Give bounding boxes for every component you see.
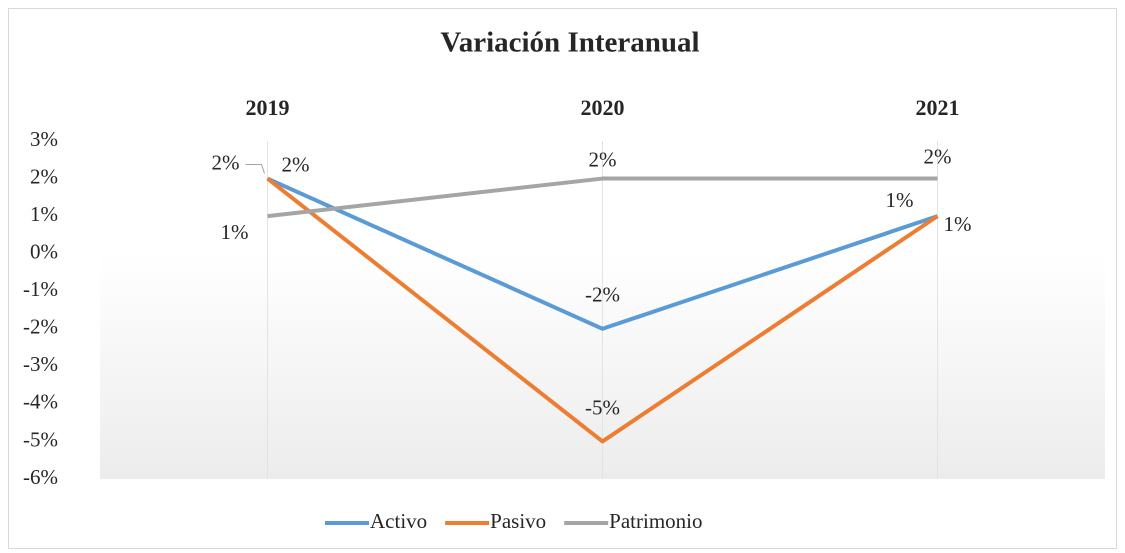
data-label: 1% bbox=[886, 188, 914, 212]
x-tick-label: 2021 bbox=[916, 95, 960, 120]
y-tick-label: -3% bbox=[23, 352, 58, 376]
data-label: 1% bbox=[944, 212, 972, 236]
data-label: 2% bbox=[212, 150, 240, 174]
legend-label: Patrimonio bbox=[609, 509, 702, 533]
line-series bbox=[266, 176, 939, 444]
y-tick-label: 2% bbox=[30, 164, 58, 188]
leader-line bbox=[245, 164, 265, 174]
data-label: 2% bbox=[924, 144, 952, 168]
x-tick-label: 2020 bbox=[581, 95, 625, 120]
y-tick-label: 3% bbox=[30, 127, 58, 151]
legend-label: Pasivo bbox=[490, 509, 546, 533]
line-series bbox=[267, 176, 938, 219]
data-label: 2% bbox=[589, 147, 617, 171]
chart-title: Variación Interanual bbox=[440, 27, 699, 59]
y-tick-label: -5% bbox=[23, 427, 58, 451]
legend-label: Activo bbox=[370, 509, 427, 533]
data-label: 2% bbox=[282, 152, 310, 176]
data-label: -2% bbox=[585, 283, 620, 307]
data-label: 1% bbox=[221, 220, 249, 244]
x-tick-label: 2019 bbox=[246, 95, 290, 120]
y-tick-label: -6% bbox=[23, 465, 58, 489]
y-tick-label: 0% bbox=[30, 239, 58, 263]
y-tick-label: -1% bbox=[23, 277, 58, 301]
y-tick-label: 1% bbox=[30, 202, 58, 226]
line-series bbox=[266, 176, 939, 331]
y-tick-label: -4% bbox=[23, 390, 58, 414]
data-label: -5% bbox=[585, 395, 620, 419]
y-tick-label: -2% bbox=[23, 315, 58, 339]
